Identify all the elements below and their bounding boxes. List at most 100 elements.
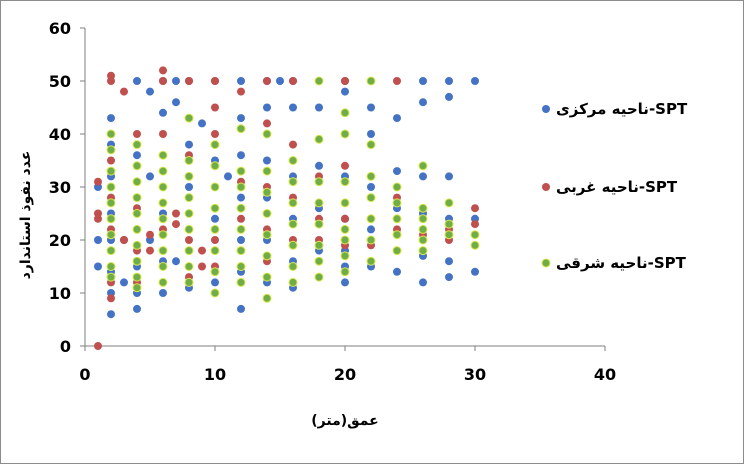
data-point (418, 246, 428, 256)
data-point (340, 198, 350, 208)
data-point (314, 256, 324, 266)
data-point (262, 272, 272, 282)
data-point (418, 214, 428, 224)
data-point (106, 145, 116, 155)
data-point (367, 103, 375, 112)
data-point (392, 230, 402, 240)
data-point (288, 240, 298, 250)
data-point (237, 114, 245, 123)
data-point (107, 310, 115, 319)
data-point (340, 129, 350, 139)
data-point (172, 220, 180, 229)
data-point (159, 289, 167, 297)
data-point (367, 225, 375, 234)
data-point (107, 294, 115, 303)
data-point (471, 77, 479, 85)
data-point (262, 293, 272, 303)
data-point (185, 236, 193, 244)
data-point (184, 224, 194, 234)
data-point (262, 129, 272, 139)
data-point (94, 214, 102, 223)
data-point (314, 219, 324, 229)
data-point (172, 98, 180, 107)
data-point (236, 224, 246, 234)
data-point (106, 129, 116, 139)
data-point (315, 161, 323, 170)
data-point (419, 278, 427, 287)
data-point (367, 183, 375, 191)
data-point (366, 140, 376, 150)
y-tick-label: 40 (49, 125, 71, 144)
data-point (419, 77, 427, 85)
data-point (288, 262, 298, 271)
data-point (288, 198, 298, 208)
data-point (418, 203, 428, 213)
data-point (444, 230, 454, 240)
data-point (445, 92, 453, 101)
data-point (289, 140, 297, 149)
data-points (94, 66, 480, 350)
data-point (146, 87, 154, 96)
data-point (132, 161, 142, 171)
data-point (236, 262, 246, 271)
data-point (211, 130, 219, 138)
data-point (185, 183, 193, 191)
data-point (314, 177, 324, 187)
data-point (236, 277, 246, 287)
data-point (237, 304, 245, 313)
data-point (418, 161, 428, 171)
data-point (94, 177, 102, 186)
data-point (184, 171, 194, 181)
data-point (392, 214, 402, 224)
data-point (211, 278, 219, 287)
data-point (262, 209, 272, 218)
data-point (106, 262, 116, 271)
data-point (107, 114, 115, 123)
data-point (366, 193, 376, 203)
data-point (392, 198, 402, 208)
data-point (210, 161, 220, 171)
data-point (341, 77, 349, 85)
data-point (133, 151, 141, 160)
data-point (224, 172, 232, 181)
data-point (236, 166, 246, 176)
data-point (132, 240, 142, 250)
data-point (236, 203, 246, 213)
x-tick-label: 40 (594, 365, 616, 384)
data-point (146, 246, 154, 255)
data-point (184, 209, 194, 218)
data-point (341, 278, 349, 287)
data-point (132, 256, 142, 266)
data-point (184, 156, 194, 165)
data-point (289, 103, 297, 112)
data-point (263, 119, 271, 128)
x-tick-label: 20 (334, 365, 356, 384)
x-axis-title: عمق(متر) (311, 413, 378, 429)
data-point (185, 140, 193, 149)
data-point (289, 77, 297, 85)
y-tick-label: 0 (60, 337, 71, 356)
data-point (184, 262, 194, 271)
data-point (184, 113, 194, 123)
data-point (445, 77, 453, 85)
data-point (132, 272, 142, 282)
data-point (444, 219, 454, 229)
data-point (158, 246, 168, 256)
data-point (94, 262, 102, 271)
data-point (158, 277, 168, 287)
data-point (367, 130, 375, 138)
data-point (184, 193, 194, 203)
data-point (198, 119, 206, 128)
axes: 0 10 20 30 40 50 60 0 10 20 30 40 (49, 19, 616, 384)
data-point (106, 246, 116, 256)
data-point (341, 87, 349, 96)
legend-marker (542, 183, 550, 191)
data-point (211, 77, 219, 85)
data-point (262, 187, 272, 197)
data-point (470, 230, 480, 240)
data-point (340, 267, 350, 277)
data-point (106, 198, 116, 208)
data-point (341, 161, 349, 170)
data-point (236, 182, 246, 192)
data-point (471, 204, 479, 213)
